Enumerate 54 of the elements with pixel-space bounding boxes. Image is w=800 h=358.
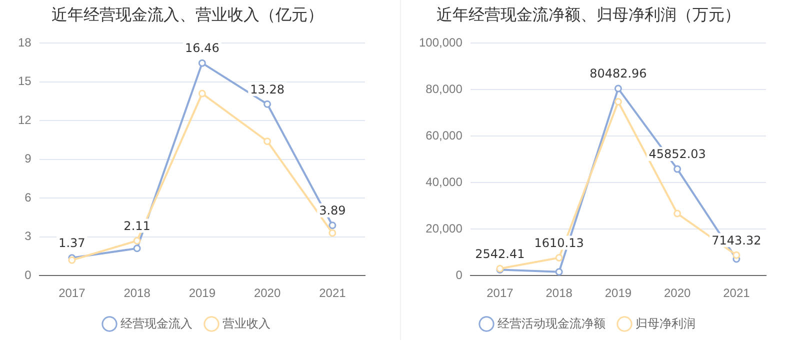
x-tick-label: 2019 bbox=[604, 286, 632, 300]
point bbox=[264, 100, 272, 108]
y-tick-label: 9 bbox=[24, 152, 32, 166]
data-label: 16.46 bbox=[184, 41, 220, 56]
data-label: 80482.96 bbox=[590, 66, 647, 81]
y-tick-label: 20,000 bbox=[426, 221, 463, 236]
y-tick-label: 0 bbox=[456, 268, 463, 282]
data-label: 1.37 bbox=[58, 236, 86, 250]
point bbox=[133, 236, 141, 244]
legend-label: 营业收入 bbox=[222, 316, 270, 330]
data-label: 2.11 bbox=[124, 218, 150, 233]
y-tick-label: 18 bbox=[18, 36, 32, 50]
x-tick-label: 2019 bbox=[188, 286, 216, 300]
y-tick-label: 15 bbox=[18, 74, 32, 88]
x-tick-label: 2021 bbox=[723, 286, 750, 300]
point bbox=[328, 222, 336, 230]
x-tick-label: 2018 bbox=[546, 286, 573, 300]
x-tick-label: 2017 bbox=[58, 286, 86, 300]
y-tick-label: 60,000 bbox=[426, 128, 463, 142]
point bbox=[674, 210, 682, 218]
point bbox=[264, 138, 272, 146]
chart-title: 近年经营现金流净额、归母净利润（万元） bbox=[436, 4, 740, 24]
legend-label: 经营活动现金流净额 bbox=[498, 316, 606, 330]
x-tick-label: 2018 bbox=[124, 286, 151, 300]
point bbox=[614, 84, 622, 92]
x-tick-label: 2021 bbox=[319, 286, 346, 300]
point bbox=[555, 268, 563, 276]
point bbox=[198, 90, 206, 98]
y-tick-label: 3 bbox=[24, 229, 32, 244]
point bbox=[614, 98, 622, 106]
data-label: 13.28 bbox=[250, 82, 284, 96]
y-tick-label: 0 bbox=[24, 268, 32, 282]
data-label: 3.89 bbox=[319, 204, 346, 218]
x-tick-label: 2020 bbox=[254, 286, 281, 300]
legend-label: 归母净利润 bbox=[636, 316, 696, 330]
x-tick-label: 2020 bbox=[664, 286, 691, 300]
data-label: 1610.13 bbox=[534, 236, 584, 250]
chart-title: 近年经营现金流入、营业收入（亿元） bbox=[52, 4, 324, 24]
x-tick-label: 2017 bbox=[486, 286, 514, 300]
point bbox=[674, 165, 682, 173]
data-label: 2542.41 bbox=[475, 246, 525, 261]
data-label: 45852.03 bbox=[648, 147, 706, 162]
y-tick-label: 80,000 bbox=[426, 82, 463, 96]
y-tick-label: 6 bbox=[24, 190, 32, 204]
point bbox=[133, 244, 141, 252]
point bbox=[555, 254, 563, 262]
legend-label: 经营现金流入 bbox=[120, 316, 192, 330]
y-tick-label: 100,000 bbox=[418, 36, 463, 50]
y-tick-label: 12 bbox=[18, 112, 32, 127]
point bbox=[198, 59, 206, 67]
point bbox=[328, 229, 336, 237]
y-tick-label: 40,000 bbox=[426, 174, 463, 189]
point bbox=[732, 251, 740, 259]
data-label: 7143.32 bbox=[712, 233, 762, 248]
